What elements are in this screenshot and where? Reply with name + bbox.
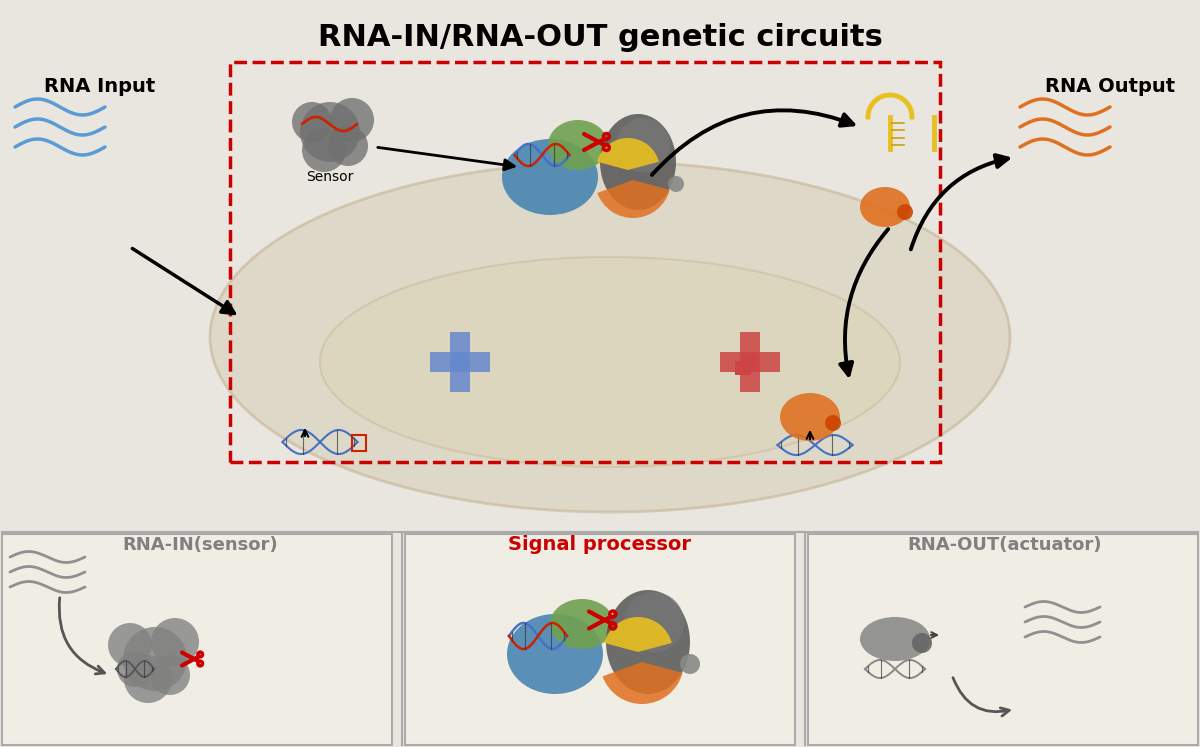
Wedge shape (602, 662, 683, 704)
Wedge shape (604, 617, 672, 652)
Circle shape (302, 128, 346, 172)
Circle shape (124, 627, 187, 691)
Polygon shape (740, 332, 760, 392)
Circle shape (912, 633, 932, 653)
Circle shape (292, 102, 332, 142)
Circle shape (743, 355, 757, 369)
Text: RNA-IN(sensor): RNA-IN(sensor) (122, 536, 278, 554)
Wedge shape (598, 138, 659, 170)
Circle shape (124, 655, 172, 703)
Polygon shape (430, 352, 490, 372)
Ellipse shape (210, 162, 1010, 512)
Polygon shape (720, 352, 780, 372)
Circle shape (108, 623, 152, 667)
Bar (406, 534, 796, 745)
Circle shape (150, 655, 190, 695)
Circle shape (898, 204, 913, 220)
Text: RNA-OUT(actuator): RNA-OUT(actuator) (907, 536, 1103, 554)
Text: RNA-IN/RNA-OUT genetic circuits: RNA-IN/RNA-OUT genetic circuits (318, 22, 882, 52)
Ellipse shape (860, 187, 910, 227)
Text: RNA Output: RNA Output (1045, 78, 1175, 96)
Bar (230, 62, 940, 462)
Polygon shape (450, 332, 470, 392)
Wedge shape (598, 180, 670, 218)
Ellipse shape (606, 590, 690, 694)
Circle shape (680, 654, 700, 674)
Text: RNA Input: RNA Input (44, 78, 156, 96)
Circle shape (330, 98, 374, 142)
Bar (734, 361, 751, 375)
Circle shape (454, 355, 467, 369)
Circle shape (151, 618, 199, 666)
Circle shape (826, 415, 841, 431)
Text: Signal processor: Signal processor (509, 536, 691, 554)
Ellipse shape (780, 393, 840, 441)
Circle shape (668, 176, 684, 192)
Circle shape (328, 126, 368, 166)
Ellipse shape (600, 114, 676, 210)
Text: Sensor: Sensor (306, 170, 354, 184)
Circle shape (300, 102, 360, 162)
Bar (2, 534, 392, 745)
Ellipse shape (320, 257, 900, 467)
Bar (352, 435, 366, 451)
Bar (808, 534, 1198, 745)
Ellipse shape (616, 118, 670, 172)
Ellipse shape (502, 139, 598, 215)
Ellipse shape (860, 617, 930, 661)
Circle shape (118, 651, 154, 687)
Ellipse shape (508, 614, 604, 694)
Ellipse shape (550, 599, 614, 649)
Ellipse shape (624, 592, 684, 652)
Ellipse shape (548, 120, 608, 170)
